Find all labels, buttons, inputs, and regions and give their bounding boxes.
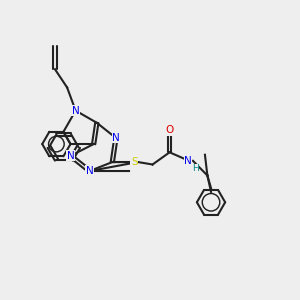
Text: N: N bbox=[112, 133, 120, 143]
Text: N: N bbox=[86, 166, 94, 176]
Text: O: O bbox=[166, 125, 174, 135]
Text: N: N bbox=[184, 156, 192, 167]
Text: H: H bbox=[192, 164, 199, 173]
Text: S: S bbox=[131, 157, 138, 167]
Text: N: N bbox=[67, 151, 74, 161]
Text: N: N bbox=[72, 106, 80, 116]
